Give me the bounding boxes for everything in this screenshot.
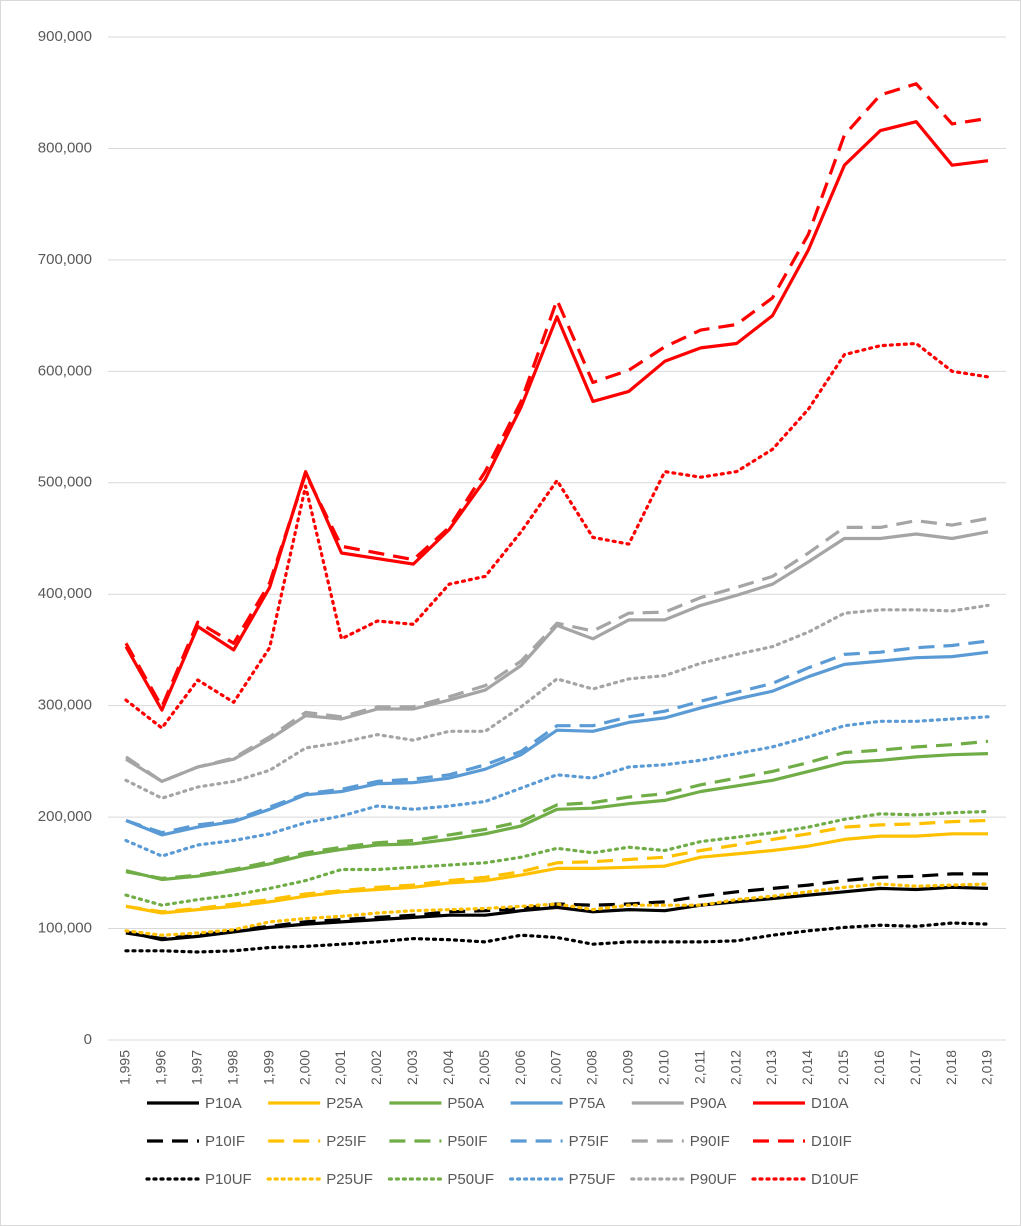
line-series [124, 809, 990, 907]
y-tick-label: 700,000 [38, 251, 92, 268]
x-tick-label: 2,004 [440, 1050, 456, 1085]
x-tick-label: 1,997 [189, 1050, 205, 1085]
line-series [124, 715, 990, 858]
line-series [124, 120, 989, 712]
legend-label: P10IF [205, 1133, 245, 1150]
legend-label: P25UF [326, 1171, 373, 1188]
legend-label: P90UF [690, 1171, 737, 1188]
line-series [124, 603, 990, 800]
x-tick-label: 2,009 [620, 1050, 636, 1085]
x-tick-label: 2,001 [332, 1050, 348, 1085]
legend-label: P10A [205, 1095, 242, 1112]
x-tick-label: 1,998 [224, 1050, 240, 1085]
y-tick-label: 0 [84, 1031, 92, 1048]
line-series [125, 832, 988, 915]
line-series [124, 341, 990, 730]
x-tick-label: 2,002 [368, 1050, 384, 1085]
x-tick-label: 2,012 [727, 1050, 743, 1085]
legend-label: P25IF [326, 1133, 366, 1150]
x-tick-label: 2,019 [979, 1050, 995, 1085]
line-series [125, 650, 989, 837]
legend-label: P75IF [569, 1133, 609, 1150]
line-series [124, 921, 990, 954]
y-tick-label: 500,000 [38, 474, 92, 491]
x-tick-label: 2,011 [691, 1050, 707, 1084]
x-tick-label: 2,006 [512, 1050, 528, 1085]
y-tick-label: 200,000 [38, 808, 92, 825]
x-tick-label: 2,017 [907, 1050, 923, 1085]
x-tick-label: 1,996 [153, 1050, 169, 1085]
line-series [125, 516, 989, 783]
line-series [124, 882, 990, 937]
legend-label: D10UF [811, 1171, 859, 1188]
y-tick-label: 900,000 [38, 28, 92, 45]
x-tick-label: 2,016 [871, 1050, 887, 1085]
x-tick-label: 2,015 [835, 1050, 851, 1085]
line-series [125, 885, 989, 942]
legend-label: D10IF [811, 1133, 852, 1150]
x-tick-label: 1,999 [260, 1050, 276, 1085]
x-tick-label: 2,005 [476, 1050, 492, 1085]
x-tick-label: 1,995 [117, 1050, 133, 1085]
line-series [125, 739, 989, 880]
legend-label: P25A [326, 1095, 363, 1112]
legend-label: P10UF [205, 1171, 252, 1188]
y-tick-label: 100,000 [38, 920, 92, 937]
line-series [125, 818, 989, 914]
legend-label: P90A [690, 1095, 727, 1112]
legend-label: P50IF [447, 1133, 487, 1150]
y-tick-label: 300,000 [38, 697, 92, 714]
legend-label: P50A [447, 1095, 484, 1112]
x-tick-label: 2,013 [763, 1050, 779, 1085]
x-tick-label: 2,010 [655, 1050, 671, 1085]
x-tick-label: 2,018 [943, 1050, 959, 1085]
x-tick-label: 2,008 [584, 1050, 600, 1085]
legend-label: D10A [811, 1095, 849, 1112]
y-tick-label: 600,000 [38, 362, 92, 379]
y-tick-label: 800,000 [38, 139, 92, 156]
legend-label: P90IF [690, 1133, 730, 1150]
y-tick-label: 400,000 [38, 585, 92, 602]
line-series [125, 639, 989, 835]
legend-label: P75A [569, 1095, 606, 1112]
x-tick-label: 2,007 [548, 1050, 564, 1085]
x-tick-label: 2,014 [799, 1050, 815, 1085]
line-series [125, 752, 989, 882]
line-series [124, 82, 989, 709]
legend-label: P50UF [447, 1171, 494, 1188]
x-tick-label: 2,003 [404, 1050, 420, 1085]
legend-label: P75UF [569, 1171, 616, 1188]
x-tick-label: 2,000 [296, 1050, 312, 1085]
